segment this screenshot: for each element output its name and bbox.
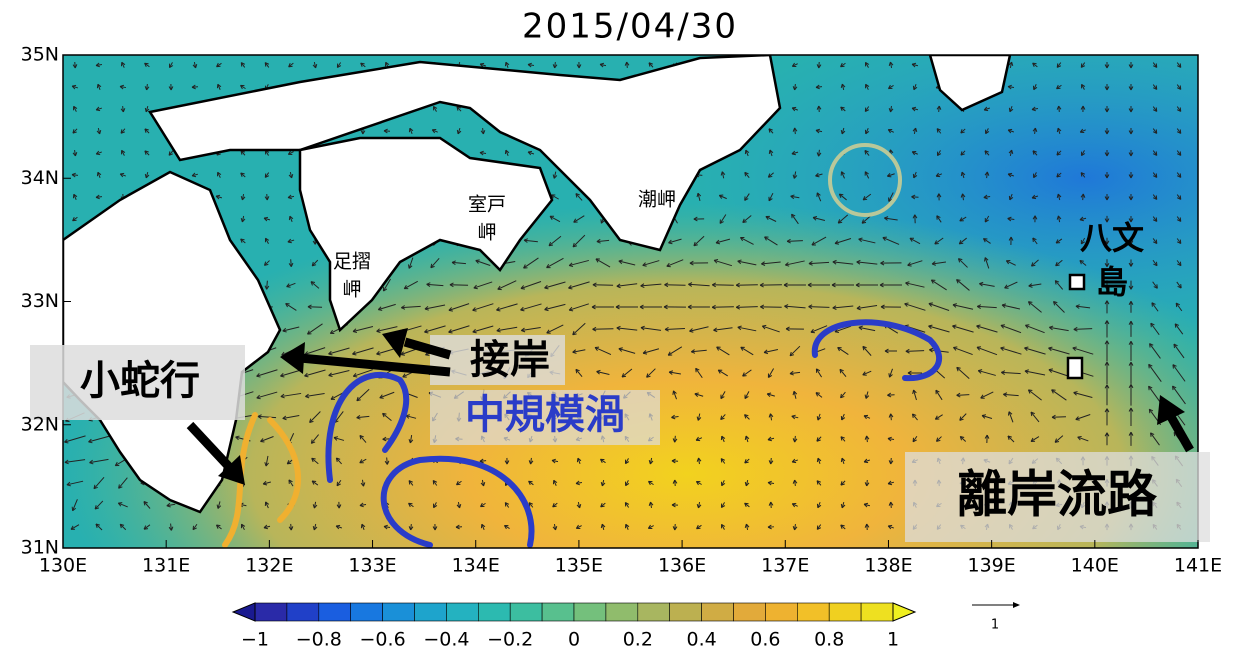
island bbox=[1070, 275, 1084, 289]
colorbar-cell bbox=[702, 603, 734, 621]
colorbar-tick-label: 0 bbox=[568, 629, 580, 651]
colorbar-tick-label: 0.6 bbox=[750, 629, 780, 651]
current-arrow bbox=[736, 307, 758, 308]
colorbar-tick-label: −0.6 bbox=[360, 629, 406, 651]
x-tick-label: 135E bbox=[555, 555, 603, 577]
colorbar-cell bbox=[797, 603, 829, 621]
x-tick-label: 133E bbox=[348, 555, 396, 577]
current-arrow bbox=[957, 395, 970, 396]
colorbar-tick-label: 1 bbox=[887, 629, 899, 651]
colorbar-cell bbox=[829, 603, 861, 621]
current-arrow bbox=[664, 285, 685, 286]
annotation: 小蛇行 bbox=[80, 358, 200, 404]
reference-vector: 1 bbox=[972, 602, 1020, 633]
current-arrow bbox=[1052, 417, 1066, 418]
annotation: 離岸流路 bbox=[957, 466, 1158, 524]
colorbar-cell bbox=[734, 603, 766, 621]
colorbar-cell bbox=[287, 603, 319, 621]
place-label: 室戸 bbox=[468, 194, 506, 216]
place-label: 潮岬 bbox=[638, 189, 676, 211]
colorbar-cell bbox=[670, 603, 702, 621]
colorbar-cell bbox=[510, 603, 542, 621]
current-arrow bbox=[593, 285, 613, 286]
y-tick-label: 31N bbox=[21, 537, 59, 559]
place-label: 島 bbox=[1096, 263, 1128, 301]
place-label: 岬 bbox=[342, 279, 361, 301]
place-label: 足摺 bbox=[333, 251, 371, 273]
colorbar-cell bbox=[415, 603, 447, 621]
y-tick-label: 33N bbox=[21, 290, 59, 312]
colorbar-tick-label: −0.2 bbox=[487, 629, 533, 651]
island bbox=[1068, 358, 1082, 378]
annotation: 中規模渦 bbox=[465, 392, 625, 438]
x-tick-label: 131E bbox=[142, 555, 190, 577]
x-tick-label: 139E bbox=[967, 555, 1015, 577]
x-tick-label: 140E bbox=[1071, 555, 1119, 577]
reference-label: 1 bbox=[991, 618, 999, 633]
x-tick-label: 137E bbox=[761, 555, 809, 577]
colorbar-cell bbox=[606, 603, 638, 621]
y-tick-label: 34N bbox=[21, 167, 59, 189]
colorbar-cell bbox=[765, 603, 797, 621]
x-tick-label: 138E bbox=[864, 555, 912, 577]
colorbar-tick-label: −0.8 bbox=[296, 629, 342, 651]
colorbar-end bbox=[233, 603, 255, 621]
colorbar-end bbox=[893, 603, 915, 621]
colorbar-cell bbox=[574, 603, 606, 621]
x-tick-label: 134E bbox=[452, 555, 500, 577]
x-tick-label: 136E bbox=[658, 555, 706, 577]
colorbar-cell bbox=[542, 603, 574, 621]
current-arrow bbox=[787, 241, 803, 242]
colorbar-tick-label: −1 bbox=[241, 629, 269, 651]
x-tick-label: 132E bbox=[245, 555, 293, 577]
colorbar-tick-label: −0.4 bbox=[423, 629, 469, 651]
current-arrow bbox=[593, 329, 614, 330]
colorbar-cell bbox=[351, 603, 383, 621]
y-tick-label: 35N bbox=[21, 44, 59, 66]
colorbar-cell bbox=[255, 603, 287, 621]
y-tick-label: 32N bbox=[21, 413, 59, 435]
colorbar-cell bbox=[861, 603, 893, 621]
colorbar-cell bbox=[319, 603, 351, 621]
colorbar-tick-label: 0.2 bbox=[623, 629, 653, 651]
current-arrow bbox=[308, 307, 322, 308]
colorbar-tick-label: 0.8 bbox=[814, 629, 844, 651]
current-arrow bbox=[450, 285, 468, 286]
current-arrow bbox=[906, 351, 924, 352]
place-label: 岬 bbox=[477, 222, 496, 244]
annotation: 接岸 bbox=[470, 337, 550, 383]
place-label: 八文 bbox=[1080, 219, 1144, 257]
colorbar-cell bbox=[446, 603, 478, 621]
colorbar-cell bbox=[383, 603, 415, 621]
colorbar: −1 −0.8 −0.6 −0.4 −0.2 0 0.2 0.4 0.6 0.8 1 bbox=[233, 603, 915, 651]
colorbar-tick-label: 0.4 bbox=[686, 629, 716, 651]
map-title: 2015/04/30 bbox=[522, 7, 738, 47]
colorbar-cell bbox=[478, 603, 510, 621]
colorbar-cell bbox=[638, 603, 670, 621]
x-tick-label: 141E bbox=[1174, 555, 1222, 577]
